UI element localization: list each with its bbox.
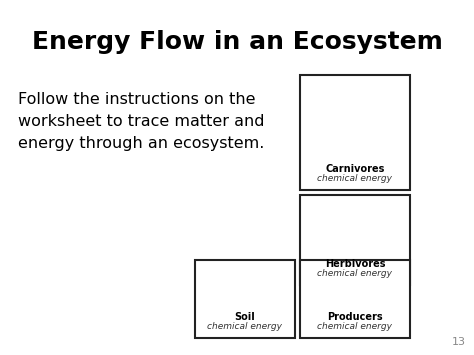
Bar: [300, 195, 410, 285]
Bar: [195, 260, 295, 338]
Text: chemical energy: chemical energy: [208, 322, 283, 331]
Bar: [300, 260, 410, 338]
Text: Energy Flow in an Ecosystem: Energy Flow in an Ecosystem: [32, 30, 442, 54]
Text: Soil: Soil: [235, 312, 255, 322]
Text: chemical energy: chemical energy: [318, 269, 392, 278]
Text: chemical energy: chemical energy: [318, 322, 392, 331]
Bar: [300, 75, 410, 190]
Text: Herbivores: Herbivores: [325, 259, 385, 269]
Text: Producers: Producers: [327, 312, 383, 322]
Text: Carnivores: Carnivores: [325, 164, 385, 174]
Text: chemical energy: chemical energy: [318, 174, 392, 183]
Text: 13: 13: [452, 337, 466, 347]
Text: Follow the instructions on the
worksheet to trace matter and
energy through an e: Follow the instructions on the worksheet…: [18, 92, 264, 151]
